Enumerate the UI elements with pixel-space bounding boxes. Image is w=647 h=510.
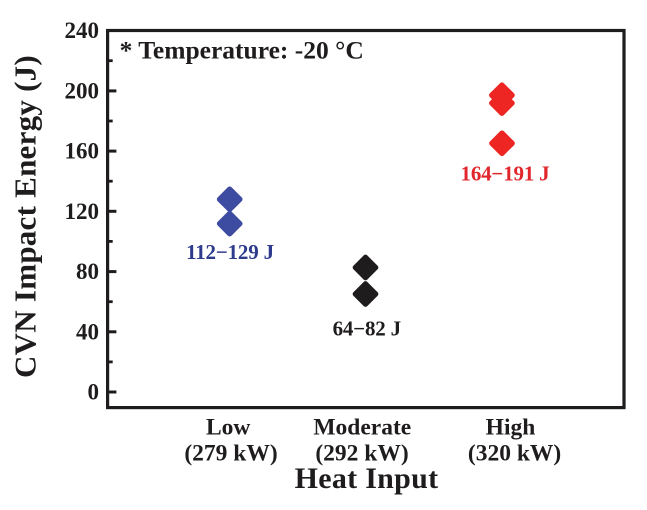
svg-text:40: 40 <box>76 319 99 344</box>
svg-text:64−82 J: 64−82 J <box>333 317 401 341</box>
svg-text:240: 240 <box>65 18 100 43</box>
svg-text:High: High <box>486 415 536 441</box>
svg-text:Low: Low <box>206 415 250 441</box>
svg-text:Heat Input: Heat Input <box>295 462 439 495</box>
svg-text:* Temperature: -20 °C: * Temperature: -20 °C <box>120 35 364 64</box>
svg-text:200: 200 <box>65 78 100 103</box>
svg-text:Moderate: Moderate <box>313 415 411 441</box>
svg-text:0: 0 <box>88 380 100 405</box>
svg-text:(292 kW): (292 kW) <box>315 440 408 466</box>
svg-text:(320 kW): (320 kW) <box>468 440 561 466</box>
svg-text:112−129 J: 112−129 J <box>186 240 274 264</box>
svg-text:164−191 J: 164−191 J <box>461 162 550 186</box>
svg-text:CVN Impact Energy (J): CVN Impact Energy (J) <box>8 55 43 378</box>
svg-text:80: 80 <box>76 259 99 284</box>
svg-text:(279 kW): (279 kW) <box>184 440 277 466</box>
svg-text:120: 120 <box>65 199 100 224</box>
svg-text:160: 160 <box>65 139 100 164</box>
